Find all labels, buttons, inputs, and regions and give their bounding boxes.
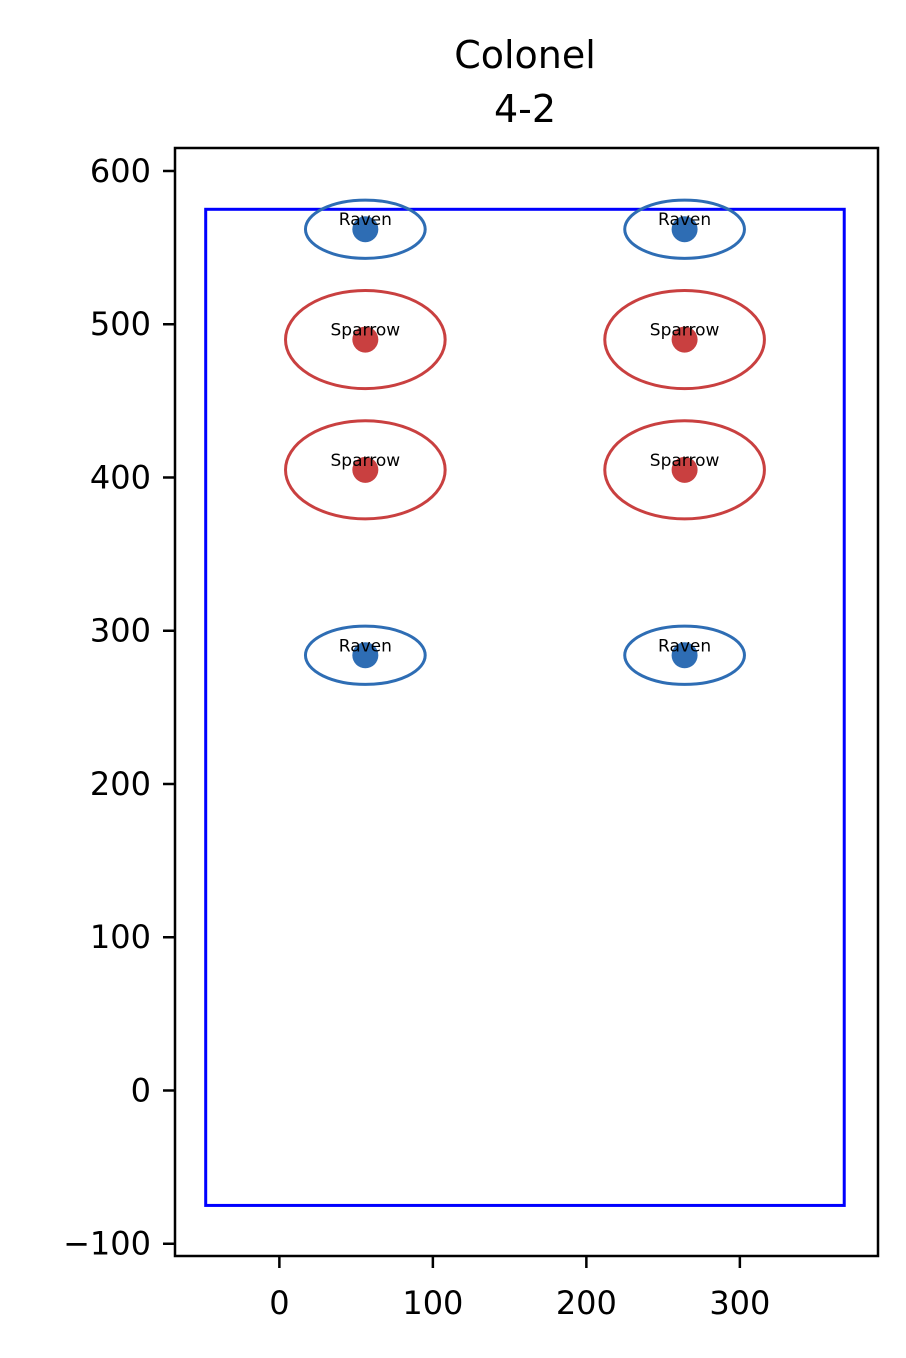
chart-title-line-1: Colonel [454,33,596,77]
data-point-raven [671,642,698,669]
y-tick-label: 200 [90,765,151,803]
range-ellipse-sparrow [603,419,766,521]
data-point-raven [352,216,379,243]
point-label: Raven [339,210,392,230]
boundary-rect [204,207,846,1207]
x-tick-label: 200 [556,1284,617,1322]
axes-frame [173,146,880,1258]
plot-area: Raven Raven Sparrow Sparrow Sparrow Sparrow Ra… [204,198,846,1207]
data-point-sparrow [671,456,698,483]
range-ellipse-sparrow [284,419,447,521]
data-point-raven [352,642,379,669]
point-label: Raven [339,636,392,656]
point-label: Sparrow [331,321,401,341]
y-tick-label: 400 [90,458,151,496]
x-tick-label: 100 [402,1284,463,1322]
chart-title-line-2: 4-2 [494,87,556,131]
point-label: Raven [658,210,711,230]
y-tick-label: 500 [90,305,151,343]
data-point-sparrow [352,326,379,353]
range-ellipse-sparrow [603,289,766,391]
y-tick-label: 100 [90,918,151,956]
y-tick-label: 300 [90,612,151,650]
y-tick-label: 0 [131,1071,151,1109]
data-point-sparrow [671,326,698,353]
range-ellipse-raven [303,198,427,260]
x-tick-label: 300 [709,1284,770,1322]
point-label: Sparrow [650,451,720,471]
range-ellipse-raven [623,198,746,260]
data-point-raven [671,216,698,243]
range-ellipse-raven [623,624,746,686]
x-tick-label: 0 [269,1284,289,1322]
y-tick-label: 600 [90,152,151,190]
y-tick-label: −100 [63,1225,151,1263]
point-label: Sparrow [650,321,720,341]
axes: 0 100 200 300 −100 0 100 200 300 400 500 600 [63,152,770,1322]
range-ellipse-raven [303,624,427,686]
range-ellipse-sparrow [284,289,447,391]
data-point-sparrow [352,456,379,483]
point-label: Raven [658,636,711,656]
point-label: Sparrow [331,451,401,471]
